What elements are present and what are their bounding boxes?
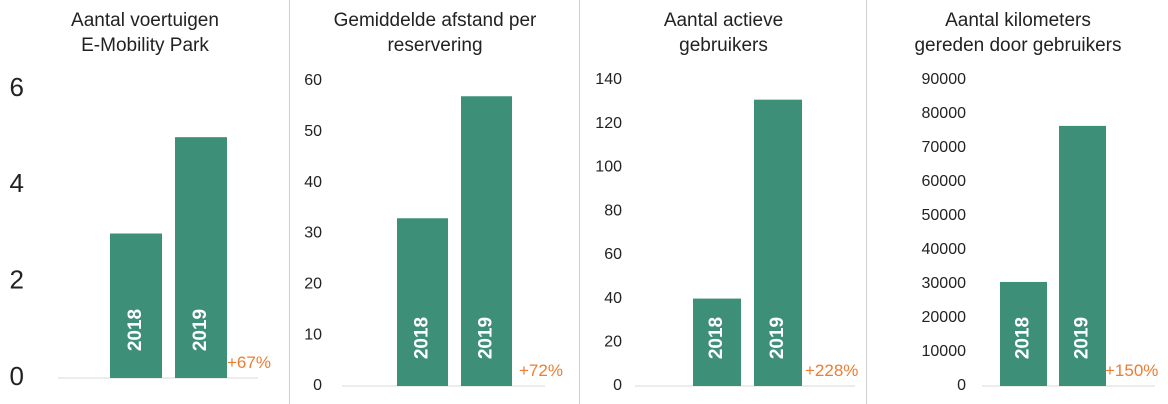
growth-label: +228% bbox=[805, 361, 858, 380]
bar-category-label: 2018 bbox=[412, 317, 433, 359]
bar-2019 bbox=[1059, 125, 1106, 387]
panel-divider bbox=[866, 0, 867, 404]
y-tick-label: 140 bbox=[595, 71, 622, 88]
y-tick-label: 0 bbox=[613, 377, 622, 394]
bar-2018 bbox=[397, 218, 448, 386]
bar-category-label: 2018 bbox=[125, 309, 146, 351]
bar-category-label: 2018 bbox=[1013, 317, 1034, 359]
y-tick-label: 10 bbox=[304, 326, 322, 343]
y-tick-label: 40 bbox=[604, 290, 622, 307]
growth-label: +150% bbox=[1105, 361, 1158, 380]
bar-category-label: 2019 bbox=[1072, 317, 1093, 359]
panel-divider bbox=[579, 0, 580, 404]
chart-title: Aantal kilometers gereden door gebruiker… bbox=[914, 10, 1122, 56]
y-tick-label: 80 bbox=[604, 202, 622, 219]
bar-chart-users: 0 20 40 60 80 100 120 140 2018 2019 +228% bbox=[595, 71, 858, 394]
bar-2019 bbox=[461, 96, 512, 386]
y-tick-label: 20 bbox=[304, 276, 322, 293]
y-tick-label: 50000 bbox=[922, 207, 967, 224]
y-tick-label: 10000 bbox=[922, 343, 967, 360]
y-tick-label: 30000 bbox=[922, 275, 967, 292]
bar-2019 bbox=[754, 99, 802, 387]
panel-divider bbox=[289, 0, 290, 404]
y-tick-label: 120 bbox=[595, 115, 622, 132]
y-tick-label: 0 bbox=[313, 377, 322, 394]
bar-category-label: 2019 bbox=[476, 317, 497, 359]
y-tick-label: 40000 bbox=[922, 241, 967, 258]
bar-category-label: 2019 bbox=[190, 309, 211, 351]
y-tick-label: 30 bbox=[304, 225, 322, 242]
y-tick-label: 60 bbox=[304, 72, 322, 89]
y-tick-label: 70000 bbox=[922, 139, 967, 156]
y-tick-label: 0 bbox=[10, 361, 24, 391]
bar-chart-distance: 0 10 20 30 40 50 60 2018 2019 +72% bbox=[304, 72, 563, 394]
y-tick-label: 60000 bbox=[922, 173, 967, 190]
bar-category-label: 2019 bbox=[767, 317, 788, 359]
y-tick-label: 0 bbox=[957, 377, 966, 394]
bar-chart-kilometers: 0 10000 20000 30000 40000 50000 60000 70000 8000… bbox=[922, 71, 1159, 394]
chart-title: Aantal actieve gebruikers bbox=[663, 10, 784, 56]
y-tick-label: 4 bbox=[10, 168, 24, 198]
chart-panel-distance: Gemiddelde afstand per reservering 0 10 20… bbox=[290, 0, 579, 404]
bar-2018 bbox=[110, 233, 162, 378]
y-tick-label: 20 bbox=[604, 334, 622, 351]
bar-2018 bbox=[1000, 281, 1047, 386]
chart-panel-users: Aantal actieve gebruikers 0 20 40 60 80 100 12… bbox=[580, 0, 866, 404]
growth-label: +67% bbox=[227, 353, 271, 372]
chart-panel-vehicles: Aantal voertuigen E-Mobility Park 0 2 4 6 20… bbox=[0, 0, 289, 404]
y-tick-label: 2 bbox=[10, 265, 24, 295]
y-tick-label: 40 bbox=[304, 174, 322, 191]
bar-category-label: 2018 bbox=[706, 317, 727, 359]
y-tick-label: 100 bbox=[595, 159, 622, 176]
y-tick-label: 20000 bbox=[922, 309, 967, 326]
bar-chart-vehicles: 0 2 4 6 2018 2019 +67% bbox=[10, 72, 271, 391]
y-tick-label: 80000 bbox=[922, 105, 967, 122]
bar-2019 bbox=[175, 137, 227, 378]
y-tick-label: 90000 bbox=[922, 71, 967, 88]
chart-title: Aantal voertuigen E-Mobility Park bbox=[71, 10, 219, 56]
chart-title: Gemiddelde afstand per reservering bbox=[333, 10, 537, 56]
y-tick-label: 60 bbox=[604, 246, 622, 263]
chart-panel-kilometers: Aantal kilometers gereden door gebruiker… bbox=[867, 0, 1168, 404]
growth-label: +72% bbox=[519, 361, 563, 380]
bar-2018 bbox=[693, 298, 741, 386]
y-tick-label: 6 bbox=[10, 72, 24, 102]
y-tick-label: 50 bbox=[304, 123, 322, 140]
